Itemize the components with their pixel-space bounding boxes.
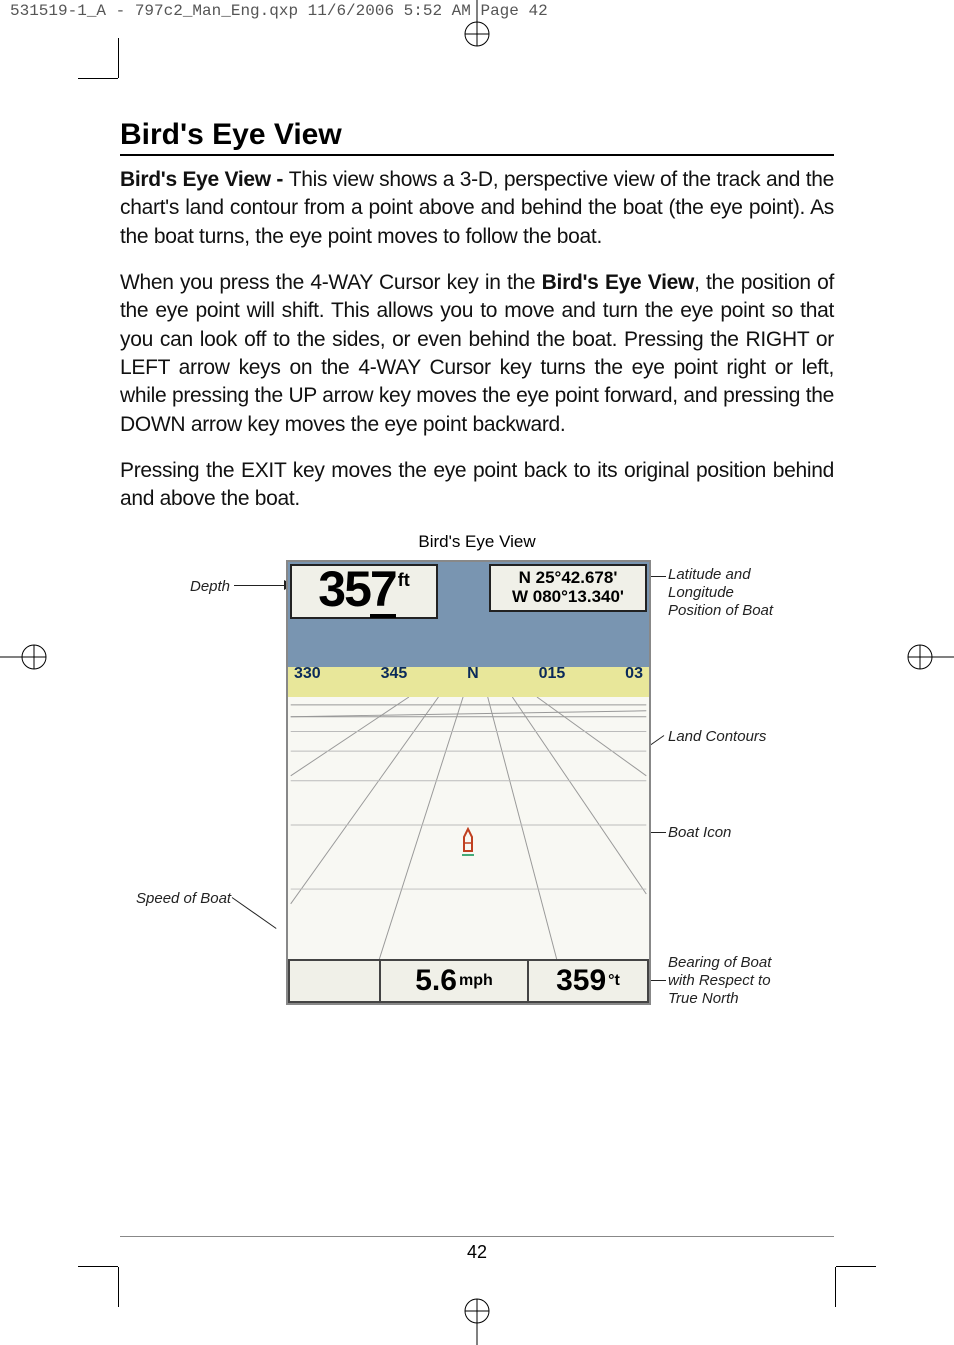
latlon-readout: N 25°42.678' W 080°13.340' (489, 564, 647, 612)
bottom-spacer (288, 959, 380, 1003)
compass-strip: 330 345 N 015 03 (288, 667, 649, 697)
boat-icon (456, 827, 480, 857)
compass-tick: 330 (294, 665, 321, 683)
para2-a: When you press the 4-WAY Cursor key in t… (120, 271, 542, 294)
crop-mark-left (0, 628, 50, 686)
paragraph-3: Pressing the EXIT key moves the eye poin… (120, 457, 834, 514)
arrow-line (650, 980, 666, 981)
arrow-line (234, 585, 286, 586)
bottom-readout-bar: 5.6 mph 359 °t (288, 959, 649, 1003)
bearing-unit: °t (608, 972, 620, 990)
compass-tick: 015 (539, 665, 566, 683)
depth-readout: 357 ft (290, 564, 438, 619)
paragraph-2: When you press the 4-WAY Cursor key in t… (120, 269, 834, 439)
paragraph-1: Bird's Eye View - This view shows a 3-D,… (120, 166, 834, 251)
crop-corner (78, 78, 118, 79)
crop-mark-right (904, 628, 954, 686)
crop-mark-bottom (448, 1295, 506, 1345)
para2-b: , the position of the eye point will shi… (120, 271, 834, 436)
compass-tick: 03 (625, 665, 643, 683)
speed-value: 5.6 (415, 964, 457, 998)
crop-mark-top (448, 0, 506, 50)
footer-rule (120, 1236, 834, 1237)
perspective-grid (288, 697, 649, 959)
crop-corner (78, 1266, 118, 1267)
speed-readout: 5.6 mph (380, 959, 528, 1003)
para1-lead: Bird's Eye View - (120, 168, 289, 191)
para2-bold: Bird's Eye View (542, 271, 694, 294)
label-bearing: Bearing of Boat with Respect to True Nor… (668, 954, 798, 1008)
depth-unit: ft (398, 570, 410, 591)
speed-unit: mph (459, 972, 493, 990)
label-boat: Boat Icon (668, 824, 731, 841)
section-title: Bird's Eye View (120, 118, 834, 156)
arrow-line (232, 897, 277, 929)
label-latlon: Latitude and Longitude Position of Boat (668, 566, 778, 620)
label-depth: Depth (190, 578, 230, 595)
crop-corner (118, 38, 119, 78)
depth-value: 357 (318, 564, 395, 618)
label-land: Land Contours (668, 728, 766, 745)
page-number: 42 (0, 1242, 954, 1263)
crop-corner (118, 1267, 119, 1307)
page-content: Bird's Eye View Bird's Eye View - This v… (120, 118, 834, 1032)
crop-corner (835, 1267, 836, 1307)
latitude: N 25°42.678' (519, 569, 618, 588)
figure: Bird's Eye View Depth Speed of Boat Lati… (120, 532, 834, 1032)
compass-tick: 345 (381, 665, 408, 683)
device-screen: 357 ft N 25°42.678' W 080°13.340' 330 34… (286, 560, 651, 1005)
longitude: W 080°13.340' (512, 588, 624, 607)
crop-corner (836, 1266, 876, 1267)
figure-title: Bird's Eye View (120, 532, 834, 552)
label-speed: Speed of Boat (136, 890, 231, 907)
bearing-value: 359 (556, 964, 606, 998)
bearing-readout: 359 °t (528, 959, 649, 1003)
compass-north: N (467, 665, 479, 683)
